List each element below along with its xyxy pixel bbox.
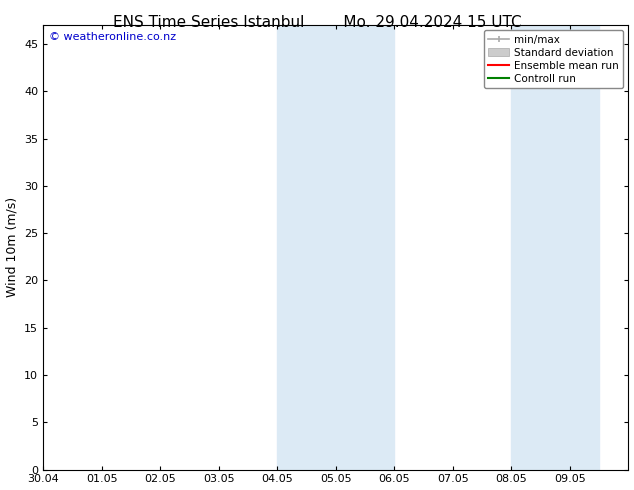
Legend: min/max, Standard deviation, Ensemble mean run, Controll run: min/max, Standard deviation, Ensemble me…	[484, 30, 623, 88]
Bar	[541, 25, 599, 469]
Bar	[336, 25, 394, 469]
Y-axis label: Wind 10m (m/s): Wind 10m (m/s)	[6, 197, 18, 297]
Text: © weatheronline.co.nz: © weatheronline.co.nz	[49, 32, 176, 42]
Bar	[512, 25, 541, 469]
Text: ENS Time Series Istanbul        Mo. 29.04.2024 15 UTC: ENS Time Series Istanbul Mo. 29.04.2024 …	[113, 15, 521, 30]
Bar	[277, 25, 336, 469]
